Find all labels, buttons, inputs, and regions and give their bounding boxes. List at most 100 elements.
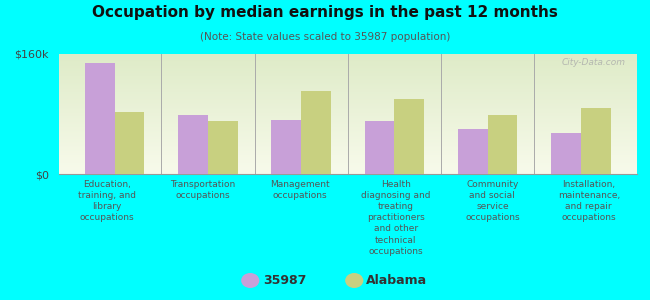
Bar — [58, 150, 637, 151]
Bar — [58, 120, 637, 121]
Bar — [58, 164, 637, 165]
Bar — [58, 152, 637, 153]
Ellipse shape — [345, 273, 363, 288]
Bar — [58, 141, 637, 142]
Bar — [58, 62, 637, 63]
Bar — [58, 121, 637, 122]
Bar — [58, 84, 637, 85]
Bar — [58, 75, 637, 76]
Bar — [208, 122, 238, 174]
Bar — [58, 67, 637, 68]
Bar — [58, 125, 637, 126]
Bar — [58, 57, 637, 58]
Bar — [301, 92, 331, 174]
Bar — [58, 123, 637, 124]
Bar — [178, 116, 208, 174]
Text: Management
occupations: Management occupations — [270, 180, 330, 200]
Bar — [58, 149, 637, 150]
Bar — [58, 60, 637, 61]
Bar — [395, 99, 424, 174]
Bar — [58, 55, 637, 56]
Bar — [365, 122, 395, 174]
Bar — [58, 99, 637, 100]
Bar — [58, 165, 637, 166]
Bar — [58, 117, 637, 118]
Bar — [58, 89, 637, 90]
Bar — [58, 68, 637, 69]
Bar — [58, 85, 637, 86]
Bar — [84, 63, 114, 174]
Bar — [58, 126, 637, 127]
Bar — [58, 98, 637, 99]
Bar — [58, 159, 637, 160]
Bar — [58, 172, 637, 173]
Bar — [114, 112, 144, 174]
Bar — [58, 54, 637, 55]
Bar — [58, 129, 637, 130]
Bar — [58, 94, 637, 95]
Bar — [58, 106, 637, 107]
Bar — [58, 80, 637, 81]
Text: Health
diagnosing and
treating
practitioners
and other
technical
occupations: Health diagnosing and treating practitio… — [361, 180, 431, 256]
Bar — [58, 113, 637, 114]
Bar — [58, 146, 637, 147]
Bar — [58, 66, 637, 67]
Bar — [58, 104, 637, 105]
Bar — [58, 81, 637, 82]
Bar — [58, 88, 637, 89]
Bar — [58, 158, 637, 159]
Bar — [58, 173, 637, 174]
Bar — [58, 147, 637, 148]
Text: Installation,
maintenance,
and repair
occupations: Installation, maintenance, and repair oc… — [558, 180, 620, 222]
Bar — [58, 131, 637, 132]
Bar — [58, 133, 637, 134]
Bar — [58, 115, 637, 116]
Bar — [58, 135, 637, 136]
Bar — [58, 74, 637, 75]
Bar — [58, 166, 637, 167]
Bar — [58, 70, 637, 71]
Bar — [58, 163, 637, 164]
Bar — [58, 155, 637, 156]
Bar — [58, 119, 637, 120]
Text: 35987: 35987 — [263, 274, 307, 287]
Bar — [58, 122, 637, 123]
Bar — [58, 151, 637, 152]
Bar — [58, 105, 637, 106]
Bar — [58, 87, 637, 88]
Bar — [58, 101, 637, 102]
Bar — [58, 97, 637, 98]
Bar — [58, 76, 637, 77]
Bar — [58, 107, 637, 108]
Bar — [58, 73, 637, 74]
Ellipse shape — [241, 273, 259, 288]
Bar — [58, 153, 637, 154]
Bar — [58, 148, 637, 149]
Bar — [58, 90, 637, 91]
Bar — [58, 108, 637, 109]
Bar — [58, 134, 637, 135]
Bar — [58, 59, 637, 60]
Bar — [58, 127, 637, 128]
Bar — [458, 129, 488, 174]
Bar — [58, 64, 637, 65]
Bar — [58, 56, 637, 57]
Bar — [58, 114, 637, 115]
Bar — [58, 168, 637, 169]
Bar — [58, 103, 637, 104]
Bar — [58, 58, 637, 59]
Bar — [58, 110, 637, 111]
Bar — [58, 130, 637, 131]
Bar — [58, 77, 637, 78]
Bar — [581, 108, 611, 174]
Bar — [58, 157, 637, 158]
Bar — [58, 72, 637, 73]
Bar — [58, 79, 637, 80]
Text: (Note: State values scaled to 35987 population): (Note: State values scaled to 35987 popu… — [200, 32, 450, 41]
Bar — [58, 138, 637, 139]
Bar — [58, 139, 637, 140]
Text: Occupation by median earnings in the past 12 months: Occupation by median earnings in the pas… — [92, 4, 558, 20]
Bar — [58, 154, 637, 155]
Text: Alabama: Alabama — [366, 274, 427, 287]
Bar — [58, 118, 637, 119]
